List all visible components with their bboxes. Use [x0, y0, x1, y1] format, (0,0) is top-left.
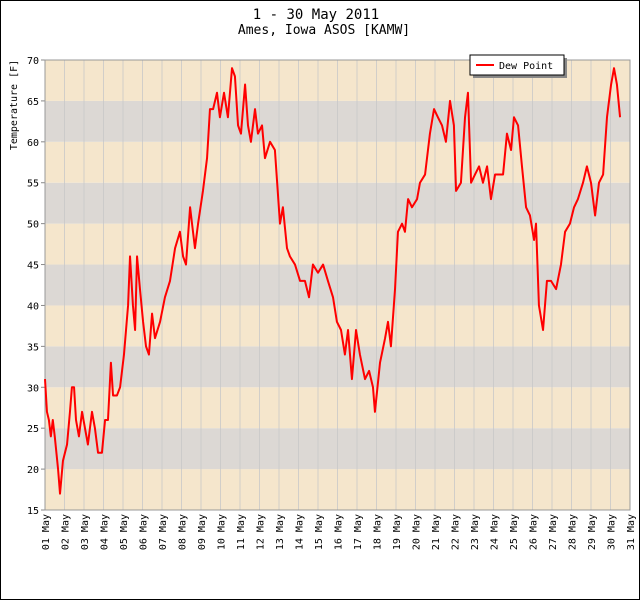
- y-tick-label: 45: [27, 261, 39, 272]
- data-line: [44, 67, 622, 495]
- y-axis-label: Temperature [F]: [9, 60, 20, 150]
- x-tick-label: 05 May: [119, 514, 130, 550]
- x-tick-label: 25 May: [509, 514, 520, 550]
- x-tick-label: 31 May: [626, 514, 637, 550]
- y-tick-label: 35: [27, 342, 39, 353]
- x-tick-label: 24 May: [490, 514, 501, 550]
- x-tick-label: 21 May: [431, 514, 442, 550]
- x-tick-label: 22 May: [451, 514, 462, 550]
- x-tick-label: 09 May: [197, 514, 208, 550]
- x-tick-label: 29 May: [587, 514, 598, 550]
- y-tick-label: 55: [27, 179, 39, 190]
- x-tick-label: 04 May: [100, 514, 111, 550]
- x-tick-label: 17 May: [353, 514, 364, 550]
- x-tick-label: 13 May: [275, 514, 286, 550]
- x-tick-label: 19 May: [392, 514, 403, 550]
- x-tick-label: 08 May: [178, 514, 189, 550]
- y-tick-label: 30: [27, 383, 39, 394]
- y-tick-label: 70: [27, 56, 39, 67]
- y-tick-label: 60: [27, 138, 39, 149]
- y-tick-label: 65: [27, 97, 39, 108]
- y-tick-label: 15: [27, 506, 39, 517]
- chart-title: 1 - 30 May 2011: [253, 7, 379, 23]
- x-tick-label: 20 May: [412, 514, 423, 550]
- x-tick-label: 02 May: [61, 514, 72, 550]
- x-tick-label: 18 May: [373, 514, 384, 550]
- x-tick-label: 16 May: [334, 514, 345, 550]
- y-tick-label: 50: [27, 220, 39, 231]
- x-tick-label: 03 May: [80, 514, 91, 550]
- x-tick-label: 10 May: [217, 514, 228, 550]
- x-tick-label: 27 May: [548, 514, 559, 550]
- x-tick-label: 23 May: [470, 514, 481, 550]
- legend-box: [469, 54, 565, 76]
- y-tick-label: 20: [27, 465, 39, 476]
- x-tick-label: 01 May: [41, 514, 52, 550]
- y-tick-label: 40: [27, 301, 39, 312]
- x-tick-label: 30 May: [607, 514, 618, 550]
- plot-border: [44, 59, 631, 511]
- x-tick-label: 12 May: [256, 514, 267, 550]
- x-tick-label: 26 May: [529, 514, 540, 550]
- x-tick-label: 15 May: [314, 514, 325, 550]
- x-tick-label: 28 May: [568, 514, 579, 550]
- x-tick-label: 14 May: [295, 514, 306, 550]
- x-tick-label: 07 May: [158, 514, 169, 550]
- x-tick-label: 06 May: [139, 514, 150, 550]
- legend-label: Dew Point: [499, 61, 553, 72]
- chart-subtitle: Ames, Iowa ASOS [KAMW]: [238, 23, 410, 38]
- x-tick-label: 11 May: [236, 514, 247, 550]
- y-tick-label: 25: [27, 424, 39, 435]
